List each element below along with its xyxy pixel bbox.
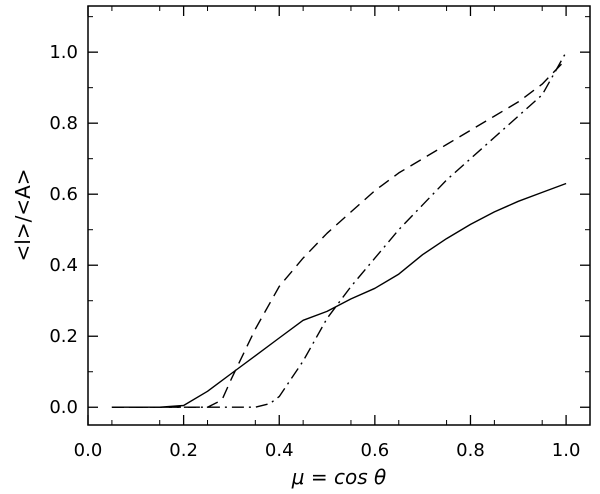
series-line-dash-dot <box>111 51 567 408</box>
y-axis-title: <l>/<A> <box>11 168 35 261</box>
y-tick-label: 0.8 <box>49 113 78 134</box>
series-line-solid <box>111 182 567 408</box>
y-tick-label: 1.0 <box>49 42 78 63</box>
x-tick-label: 1.0 <box>552 440 581 461</box>
x-tick-label: 0.4 <box>265 440 294 461</box>
x-tick-label: 0.2 <box>169 440 198 461</box>
series-layer <box>111 51 567 408</box>
x-tick-label: 0.8 <box>456 440 485 461</box>
x-axis-title: μ = cos θ <box>291 465 386 489</box>
plot-frame <box>87 5 591 426</box>
y-tick-label: 0.4 <box>49 255 78 276</box>
y-tick-label: 0.2 <box>49 326 78 347</box>
y-axis: 0.0 0.2 0.4 0.6 0.8 1.0 <box>49 16 590 418</box>
x-tick-label: 0.6 <box>361 440 390 461</box>
x-tick-label: 0.0 <box>74 440 103 461</box>
y-tick-label: 0.6 <box>49 184 78 205</box>
x-axis: 0.0 0.2 0.4 0.6 0.8 1.0 <box>74 6 591 461</box>
y-tick-label: 0.0 <box>49 397 78 418</box>
series-line-dashed <box>111 58 567 408</box>
